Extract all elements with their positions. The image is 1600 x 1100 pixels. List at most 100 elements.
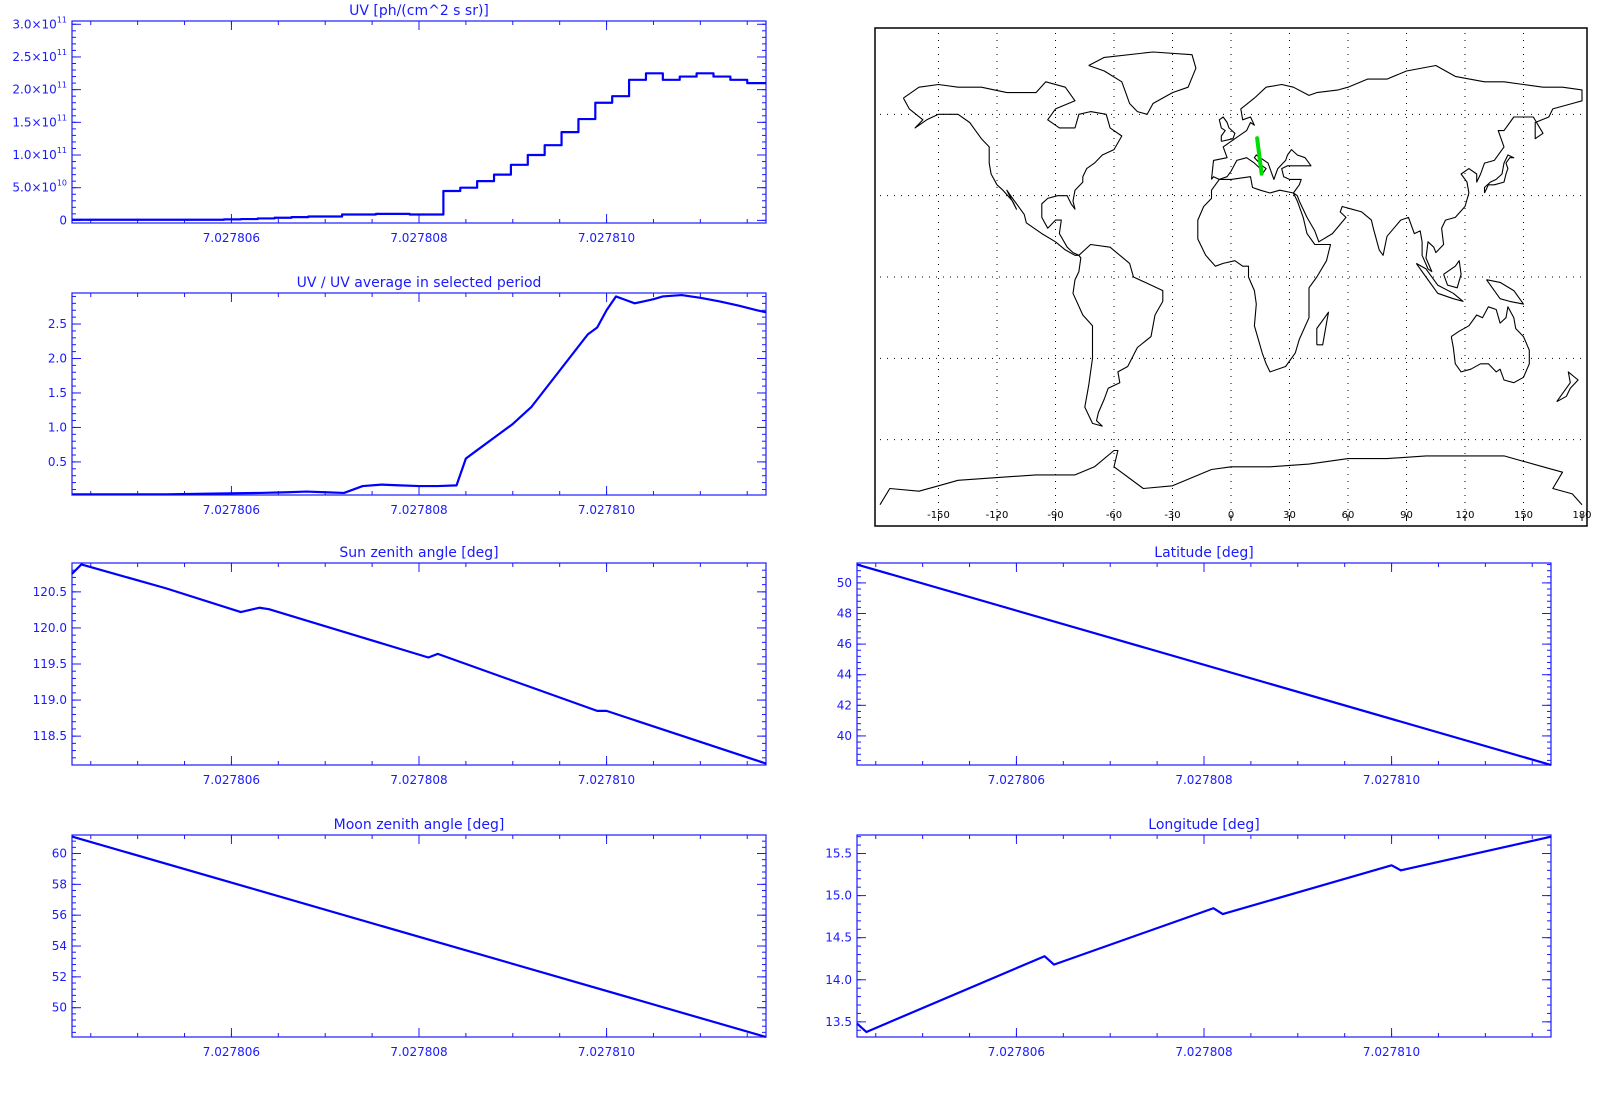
latitude-title: Latitude [deg] (1154, 545, 1253, 561)
map-longitude-label: 30 (1283, 510, 1296, 521)
british-isles-coast (1218, 116, 1236, 142)
uv-ratio-chart: UV / UV average in selected period 7.0278… (48, 275, 767, 517)
y-tick-label: 119.0 (33, 693, 67, 707)
x-tick-label: 7.027806 (203, 1045, 260, 1059)
y-tick-mantissa: 2.0×10 (12, 83, 56, 97)
longitude-title: Longitude [deg] (1148, 817, 1259, 833)
y-tick-label: 5.0×1010 (12, 179, 67, 195)
map-longitude-label: -30 (1164, 510, 1180, 521)
y-tick-label: 1.0×1011 (12, 146, 67, 162)
new-zealand-coast (1556, 371, 1579, 403)
y-tick-mantissa: 1.0×10 (12, 148, 56, 162)
y-tick-exponent: 11 (57, 146, 67, 155)
y-tick-label: 15.0 (825, 889, 852, 903)
x-tick-label: 7.027808 (390, 773, 447, 787)
y-tick-label: 2.5×1011 (12, 48, 67, 64)
x-tick-label: 7.027808 (1175, 773, 1232, 787)
uv-title: UV [ph/(cm^2 s sr)] (349, 3, 489, 19)
longitude-chart: Longitude [deg] 7.027806 7.027808 7.027810 1… (825, 817, 1552, 1059)
uv-ratio-frame (71, 292, 767, 496)
map-longitude-label: 180 (1572, 510, 1591, 521)
sun-zenith-title: Sun zenith angle [deg] (339, 545, 498, 561)
y-tick-label: 52 (52, 970, 67, 984)
y-tick-exponent: 11 (57, 48, 67, 57)
y-tick-label: 119.5 (33, 657, 67, 671)
latitude-series-line (856, 563, 1552, 767)
y-tick-mantissa: 2.5×10 (12, 50, 56, 64)
y-tick-label: 2.0×1011 (12, 81, 67, 97)
y-tick-label: 0.5 (48, 455, 67, 469)
y-tick-label: 60 (52, 847, 67, 861)
y-tick-mantissa: 3.0×10 (12, 17, 56, 31)
y-tick-label: 14.5 (825, 931, 852, 945)
x-tick-label: 7.027808 (1175, 1045, 1232, 1059)
x-tick-label: 7.027810 (1363, 773, 1420, 787)
y-tick-label: 0 (59, 213, 67, 227)
x-tick-label: 7.027808 (390, 231, 447, 245)
x-tick-label: 7.027810 (578, 231, 635, 245)
x-tick-label: 7.027810 (578, 503, 635, 517)
y-tick-exponent: 11 (57, 113, 67, 122)
y-tick-label: 120.5 (33, 585, 67, 599)
uv-ratio-series-line (72, 293, 767, 496)
longitude-series-line (856, 835, 1552, 1034)
y-tick-label: 2.5 (48, 317, 67, 331)
y-tick-label: 1.5×1011 (12, 113, 67, 129)
y-tick-label: 3.0×1011 (12, 15, 67, 31)
y-tick-label: 15.5 (825, 847, 852, 861)
x-tick-label: 7.027806 (203, 773, 260, 787)
x-tick-label: 7.027810 (578, 773, 635, 787)
map-longitude-label: 60 (1342, 510, 1355, 521)
y-tick-mantissa: 5.0×10 (12, 181, 56, 195)
moon-zenith-chart: Moon zenith angle [deg] 7.027806 7.027808 7… (52, 817, 767, 1059)
map-longitude-label: -120 (986, 510, 1009, 521)
map-longitude-label: 150 (1514, 510, 1533, 521)
y-tick-label: 118.5 (33, 729, 67, 743)
north-america-coast (902, 81, 1123, 256)
greenland-coast (1088, 51, 1197, 115)
y-tick-label: 48 (837, 607, 852, 621)
australia-coast (1450, 306, 1530, 384)
uv-frame (71, 20, 767, 224)
y-tick-label: 50 (837, 576, 852, 590)
ground-track-line (1255, 136, 1264, 176)
y-tick-label: 42 (837, 698, 852, 712)
x-tick-label: 7.027806 (988, 773, 1045, 787)
y-tick-label: 50 (52, 1001, 67, 1015)
longitude-frame (856, 834, 1552, 1038)
y-tick-label: 1.5 (48, 386, 67, 400)
map-longitude-label: -60 (1106, 510, 1122, 521)
y-tick-label: 58 (52, 877, 67, 891)
sun-zenith-chart: Sun zenith angle [deg] 7.027806 7.027808 7.… (33, 545, 767, 787)
europe-asia-coast (1210, 64, 1583, 273)
sun-zenith-frame (71, 562, 767, 766)
moon-zenith-series-line (71, 835, 767, 1039)
x-tick-label: 7.027808 (390, 1045, 447, 1059)
madagascar-coast (1316, 311, 1330, 346)
y-tick-label: 54 (52, 939, 67, 953)
y-tick-label: 14.0 (825, 973, 852, 987)
x-tick-label: 7.027808 (390, 503, 447, 517)
x-tick-label: 7.027806 (988, 1045, 1045, 1059)
latitude-chart: Latitude [deg] 7.027806 7.027808 7.027810 40… (837, 545, 1552, 787)
borneo-coast (1443, 260, 1462, 289)
y-tick-label: 44 (837, 668, 852, 682)
map-longitude-label: 0 (1228, 510, 1234, 521)
map-longitude-label: 90 (1400, 510, 1413, 521)
map-longitude-label: 120 (1455, 510, 1474, 521)
antarctica-coast (879, 449, 1583, 506)
y-tick-exponent: 11 (57, 81, 67, 90)
africa-coast (1197, 176, 1332, 373)
y-tick-exponent: 10 (57, 179, 67, 188)
map-longitude-label: -90 (1047, 510, 1063, 521)
x-tick-label: 7.027806 (203, 503, 260, 517)
y-tick-label: 2.0 (48, 351, 67, 365)
y-tick-label: 120.0 (33, 621, 67, 635)
y-tick-exponent: 11 (57, 15, 67, 24)
south-america-coast (1072, 243, 1164, 427)
y-tick-mantissa: 1.5×10 (12, 115, 56, 129)
x-tick-label: 7.027810 (1363, 1045, 1420, 1059)
y-tick-label: 13.5 (825, 1015, 852, 1029)
indonesia-coast (1415, 262, 1464, 302)
y-tick-label: 56 (52, 908, 67, 922)
